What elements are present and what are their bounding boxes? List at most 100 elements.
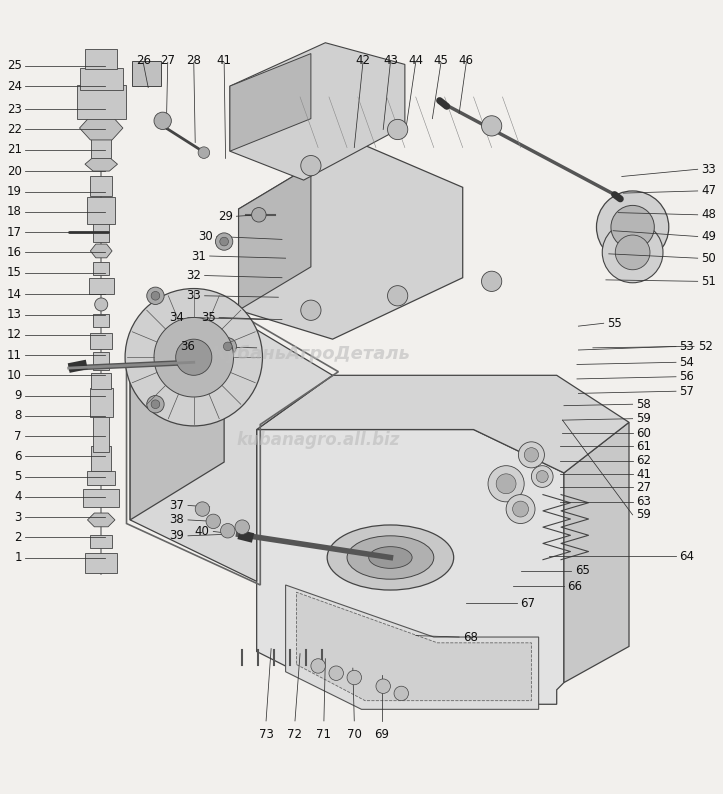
Text: 51: 51 bbox=[701, 275, 716, 287]
Polygon shape bbox=[257, 376, 629, 473]
Bar bbox=[90, 333, 112, 349]
Text: 33: 33 bbox=[701, 163, 716, 175]
Bar bbox=[93, 412, 109, 452]
Text: 31: 31 bbox=[191, 249, 206, 263]
Text: 66: 66 bbox=[568, 580, 583, 593]
Circle shape bbox=[151, 291, 160, 300]
Polygon shape bbox=[564, 422, 629, 683]
Text: 39: 39 bbox=[169, 530, 184, 542]
Bar bbox=[80, 68, 123, 90]
Circle shape bbox=[376, 679, 390, 693]
Text: 50: 50 bbox=[701, 252, 716, 264]
Text: 43: 43 bbox=[383, 53, 398, 67]
Bar bbox=[93, 262, 109, 275]
Circle shape bbox=[95, 298, 108, 311]
Polygon shape bbox=[130, 310, 224, 520]
Circle shape bbox=[329, 666, 343, 680]
Text: 41: 41 bbox=[636, 468, 651, 481]
Circle shape bbox=[235, 520, 249, 534]
Text: 69: 69 bbox=[375, 728, 389, 741]
Text: 28: 28 bbox=[187, 53, 201, 67]
Polygon shape bbox=[286, 585, 539, 709]
Text: 68: 68 bbox=[463, 630, 478, 643]
Text: 64: 64 bbox=[680, 549, 695, 563]
Text: 21: 21 bbox=[7, 143, 22, 156]
Bar bbox=[91, 445, 111, 471]
Circle shape bbox=[219, 337, 236, 355]
Polygon shape bbox=[230, 53, 311, 151]
Circle shape bbox=[602, 222, 663, 283]
Polygon shape bbox=[80, 116, 123, 140]
Text: 70: 70 bbox=[347, 728, 362, 741]
Bar bbox=[91, 137, 111, 159]
Circle shape bbox=[388, 119, 408, 140]
Text: 36: 36 bbox=[180, 340, 195, 353]
Text: kubanagro.all.biz: kubanagro.all.biz bbox=[236, 431, 400, 449]
Text: 62: 62 bbox=[636, 454, 651, 467]
Bar bbox=[90, 535, 112, 548]
Circle shape bbox=[252, 207, 266, 222]
Text: 26: 26 bbox=[136, 53, 150, 67]
Circle shape bbox=[611, 206, 654, 249]
Bar bbox=[93, 222, 109, 242]
Polygon shape bbox=[85, 157, 117, 171]
Text: 25: 25 bbox=[7, 60, 22, 72]
Text: 30: 30 bbox=[199, 230, 213, 243]
Ellipse shape bbox=[347, 536, 434, 579]
Text: 20: 20 bbox=[7, 165, 22, 178]
Polygon shape bbox=[257, 430, 564, 704]
Circle shape bbox=[147, 287, 164, 304]
Circle shape bbox=[154, 318, 234, 397]
Text: 53: 53 bbox=[680, 340, 694, 353]
Text: 16: 16 bbox=[7, 246, 22, 259]
Circle shape bbox=[311, 659, 325, 673]
Text: 59: 59 bbox=[636, 412, 651, 426]
Text: 4: 4 bbox=[14, 490, 22, 503]
Circle shape bbox=[388, 286, 408, 306]
Text: 24: 24 bbox=[7, 79, 22, 93]
Text: 67: 67 bbox=[521, 596, 536, 610]
Text: 19: 19 bbox=[7, 185, 22, 198]
Text: 47: 47 bbox=[701, 184, 716, 198]
Circle shape bbox=[220, 237, 228, 246]
Circle shape bbox=[198, 147, 210, 159]
Text: 10: 10 bbox=[7, 368, 22, 382]
Bar bbox=[77, 85, 126, 119]
Circle shape bbox=[488, 466, 524, 502]
Text: 29: 29 bbox=[218, 210, 233, 223]
Text: 9: 9 bbox=[14, 389, 22, 402]
Text: 32: 32 bbox=[186, 269, 201, 282]
Polygon shape bbox=[90, 244, 112, 258]
Bar bbox=[132, 61, 161, 86]
Text: 55: 55 bbox=[607, 317, 622, 330]
Bar bbox=[89, 278, 114, 294]
Text: 17: 17 bbox=[7, 225, 22, 239]
Circle shape bbox=[482, 116, 502, 136]
Text: 59: 59 bbox=[636, 508, 651, 522]
Circle shape bbox=[215, 233, 233, 250]
Text: 7: 7 bbox=[14, 430, 22, 442]
Text: 5: 5 bbox=[14, 470, 22, 483]
Text: 46: 46 bbox=[459, 53, 474, 67]
Text: 18: 18 bbox=[7, 206, 22, 218]
Text: 38: 38 bbox=[170, 514, 184, 526]
Circle shape bbox=[221, 523, 235, 538]
Polygon shape bbox=[130, 310, 333, 581]
Circle shape bbox=[536, 471, 548, 483]
Circle shape bbox=[531, 466, 553, 488]
Bar bbox=[85, 48, 118, 69]
Ellipse shape bbox=[328, 525, 454, 590]
Circle shape bbox=[206, 515, 221, 529]
Circle shape bbox=[223, 342, 232, 351]
Text: КубаньАгроДеталь: КубаньАгроДеталь bbox=[211, 345, 411, 363]
Bar bbox=[90, 175, 112, 196]
Text: 3: 3 bbox=[14, 511, 22, 523]
Text: 15: 15 bbox=[7, 266, 22, 279]
Text: 35: 35 bbox=[201, 311, 215, 324]
Text: 71: 71 bbox=[317, 728, 331, 741]
Text: 2: 2 bbox=[14, 530, 22, 544]
Polygon shape bbox=[296, 592, 531, 700]
Circle shape bbox=[125, 288, 262, 426]
Text: 41: 41 bbox=[217, 53, 231, 67]
Text: 23: 23 bbox=[7, 102, 22, 116]
